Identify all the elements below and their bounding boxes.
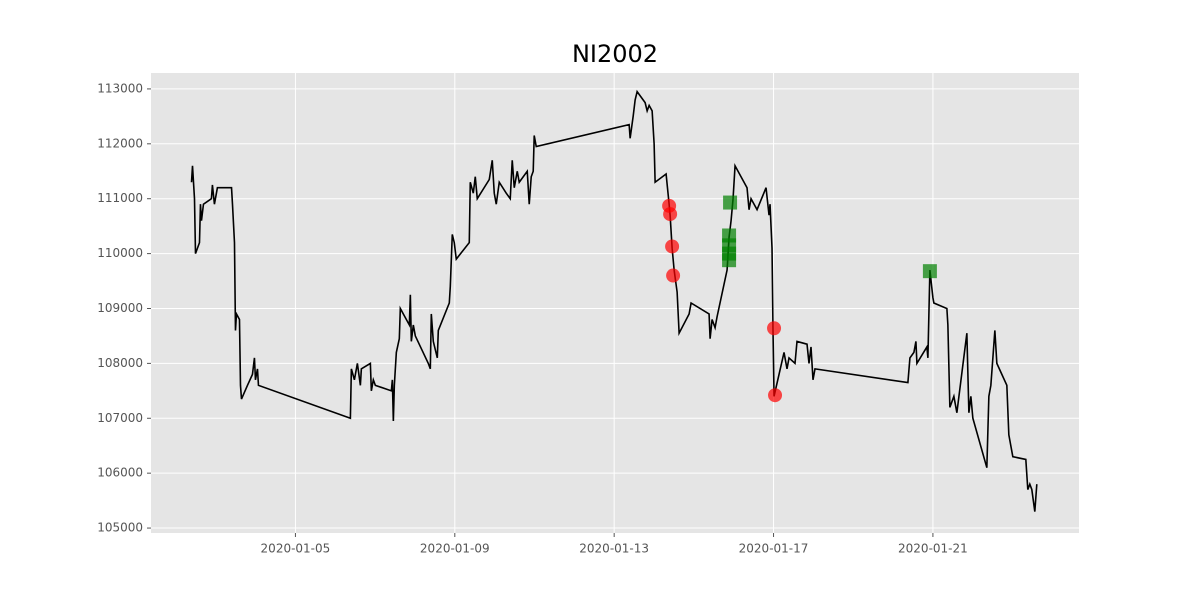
y-tick-label: 107000 [97,411,143,425]
x-tick-label: 2020-01-05 [261,542,331,556]
plot-area [151,73,1079,533]
price-line [190,89,1038,512]
y-tick-label: 106000 [97,466,143,480]
signal-marker [767,321,782,336]
signal-marker [922,264,937,279]
chart-title: NI2002 [572,40,658,68]
y-tick-label: 112000 [97,136,143,150]
x-tick-label: 2020-01-21 [898,542,968,556]
signal-marker [666,268,681,283]
x-tick-label: 2020-01-13 [579,542,649,556]
signal-marker [665,239,680,254]
y-tick-label: 111000 [97,191,143,205]
x-tick-label: 2020-01-09 [420,542,490,556]
signal-marker [768,388,783,403]
signal-marker [723,195,738,210]
x-tick-label: 2020-01-17 [739,542,809,556]
y-tick-label: 110000 [97,246,143,260]
y-tick-label: 105000 [97,521,143,535]
signal-marker [722,253,737,268]
y-tick-label: 108000 [97,356,143,370]
y-tick-label: 113000 [97,81,143,95]
signal-marker [663,207,678,222]
y-tick-label: 109000 [97,301,143,315]
